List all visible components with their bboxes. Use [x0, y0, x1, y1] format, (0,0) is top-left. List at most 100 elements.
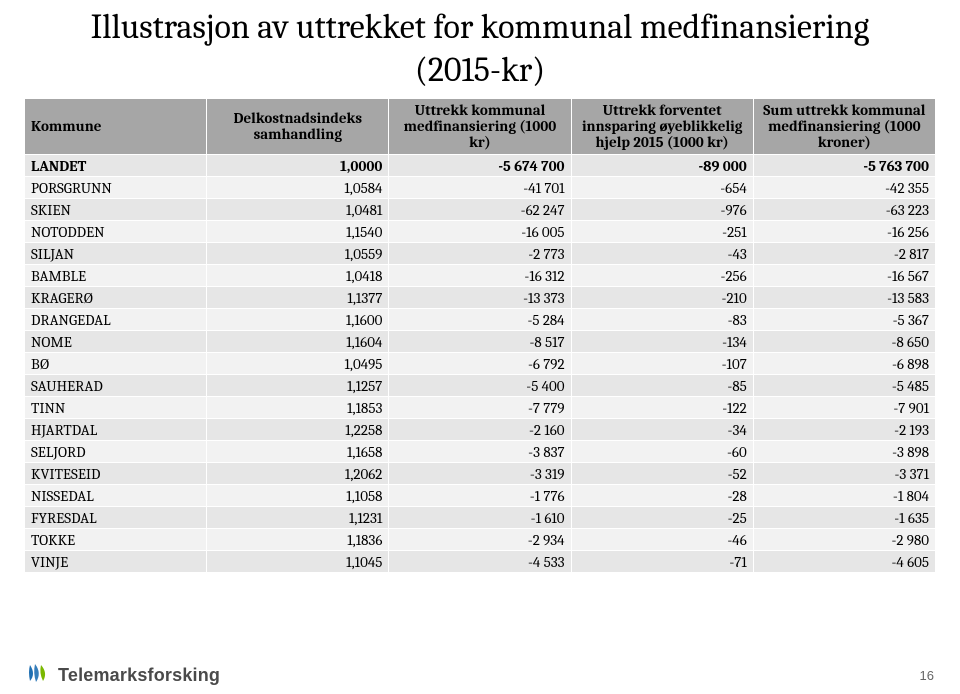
- cell-kommune: NOTODDEN: [25, 221, 207, 243]
- cell-kommune: LANDET: [25, 155, 207, 177]
- col-delkost: Delkostnadsindeks samhandling: [207, 99, 389, 155]
- cell-uttrekk: -5 674 700: [389, 155, 571, 177]
- cell-innsp: -43: [571, 243, 753, 265]
- table-row: DRANGEDAL1,1600-5 284-83-5 367: [25, 309, 936, 331]
- cell-sum: -16 256: [753, 221, 935, 243]
- cell-uttrekk: -13 373: [389, 287, 571, 309]
- cell-kommune: BØ: [25, 353, 207, 375]
- col-innsp: Uttrekk forventet innsparing øyeblikkeli…: [571, 99, 753, 155]
- table-row: SKIEN1,0481-62 247-976-63 223: [25, 199, 936, 221]
- cell-delkost: 1,1658: [207, 441, 389, 463]
- cell-sum: -2 817: [753, 243, 935, 265]
- cell-innsp: -60: [571, 441, 753, 463]
- table-row: SELJORD1,1658-3 837-60-3 898: [25, 441, 936, 463]
- cell-innsp: -134: [571, 331, 753, 353]
- cell-innsp: -71: [571, 551, 753, 573]
- cell-delkost: 1,1853: [207, 397, 389, 419]
- page-number: 16: [920, 668, 934, 683]
- cell-innsp: -46: [571, 529, 753, 551]
- cell-kommune: FYRESDAL: [25, 507, 207, 529]
- cell-delkost: 1,0481: [207, 199, 389, 221]
- cell-delkost: 1,1231: [207, 507, 389, 529]
- cell-innsp: -654: [571, 177, 753, 199]
- cell-delkost: 1,1836: [207, 529, 389, 551]
- cell-uttrekk: -2 160: [389, 419, 571, 441]
- table-row: KVITESEID1,2062-3 319-52-3 371: [25, 463, 936, 485]
- cell-kommune: TOKKE: [25, 529, 207, 551]
- cell-innsp: -251: [571, 221, 753, 243]
- cell-delkost: 1,0584: [207, 177, 389, 199]
- cell-sum: -1 804: [753, 485, 935, 507]
- cell-uttrekk: -2 934: [389, 529, 571, 551]
- cell-innsp: -107: [571, 353, 753, 375]
- cell-sum: -13 583: [753, 287, 935, 309]
- cell-uttrekk: -4 533: [389, 551, 571, 573]
- cell-kommune: PORSGRUNN: [25, 177, 207, 199]
- table-row: NOME1,1604-8 517-134-8 650: [25, 331, 936, 353]
- cell-delkost: 1,2062: [207, 463, 389, 485]
- cell-sum: -5 367: [753, 309, 935, 331]
- cell-delkost: 1,1058: [207, 485, 389, 507]
- cell-uttrekk: -8 517: [389, 331, 571, 353]
- cell-innsp: -34: [571, 419, 753, 441]
- table-row: LANDET1,0000-5 674 700-89 000-5 763 700: [25, 155, 936, 177]
- cell-kommune: KRAGERØ: [25, 287, 207, 309]
- cell-sum: -2 193: [753, 419, 935, 441]
- cell-innsp: -25: [571, 507, 753, 529]
- cell-sum: -4 605: [753, 551, 935, 573]
- cell-innsp: -83: [571, 309, 753, 331]
- cell-kommune: DRANGEDAL: [25, 309, 207, 331]
- cell-innsp: -28: [571, 485, 753, 507]
- cell-delkost: 1,1377: [207, 287, 389, 309]
- cell-kommune: VINJE: [25, 551, 207, 573]
- medfinansiering-table: Kommune Delkostnadsindeks samhandling Ut…: [24, 98, 936, 573]
- table-row: NISSEDAL1,1058-1 776-28-1 804: [25, 485, 936, 507]
- brand-logo: Telemarksforsking: [26, 662, 220, 688]
- cell-innsp: -210: [571, 287, 753, 309]
- table-row: PORSGRUNN1,0584-41 701-654-42 355: [25, 177, 936, 199]
- cell-sum: -8 650: [753, 331, 935, 353]
- cell-sum: -3 371: [753, 463, 935, 485]
- cell-sum: -5 485: [753, 375, 935, 397]
- cell-uttrekk: -16 005: [389, 221, 571, 243]
- cell-uttrekk: -3 837: [389, 441, 571, 463]
- page-subtitle: (2015-kr): [24, 51, 936, 98]
- table-row: BAMBLE1,0418-16 312-256-16 567: [25, 265, 936, 287]
- cell-uttrekk: -5 284: [389, 309, 571, 331]
- cell-kommune: SAUHERAD: [25, 375, 207, 397]
- cell-innsp: -122: [571, 397, 753, 419]
- cell-kommune: SILJAN: [25, 243, 207, 265]
- cell-sum: -6 898: [753, 353, 935, 375]
- cell-innsp: -976: [571, 199, 753, 221]
- cell-uttrekk: -62 247: [389, 199, 571, 221]
- cell-innsp: -85: [571, 375, 753, 397]
- cell-sum: -2 980: [753, 529, 935, 551]
- cell-delkost: 1,1600: [207, 309, 389, 331]
- col-kommune: Kommune: [25, 99, 207, 155]
- cell-kommune: TINN: [25, 397, 207, 419]
- cell-delkost: 1,0000: [207, 155, 389, 177]
- cell-sum: -42 355: [753, 177, 935, 199]
- cell-kommune: HJARTDAL: [25, 419, 207, 441]
- cell-delkost: 1,1540: [207, 221, 389, 243]
- page-title: Illustrasjon av uttrekket for kommunal m…: [24, 0, 936, 51]
- cell-delkost: 1,0559: [207, 243, 389, 265]
- cell-sum: -3 898: [753, 441, 935, 463]
- table-row: VINJE1,1045-4 533-71-4 605: [25, 551, 936, 573]
- cell-delkost: 1,1604: [207, 331, 389, 353]
- table-row: HJARTDAL1,2258-2 160-34-2 193: [25, 419, 936, 441]
- cell-kommune: BAMBLE: [25, 265, 207, 287]
- cell-kommune: SELJORD: [25, 441, 207, 463]
- table-row: BØ1,0495-6 792-107-6 898: [25, 353, 936, 375]
- table-row: TINN1,1853-7 779-122-7 901: [25, 397, 936, 419]
- cell-innsp: -256: [571, 265, 753, 287]
- table-row: FYRESDAL1,1231-1 610-25-1 635: [25, 507, 936, 529]
- cell-sum: -7 901: [753, 397, 935, 419]
- cell-kommune: KVITESEID: [25, 463, 207, 485]
- cell-sum: -5 763 700: [753, 155, 935, 177]
- cell-innsp: -89 000: [571, 155, 753, 177]
- col-sum: Sum uttrekk kommunal medfinansiering (10…: [753, 99, 935, 155]
- cell-sum: -1 635: [753, 507, 935, 529]
- cell-kommune: NOME: [25, 331, 207, 353]
- cell-kommune: SKIEN: [25, 199, 207, 221]
